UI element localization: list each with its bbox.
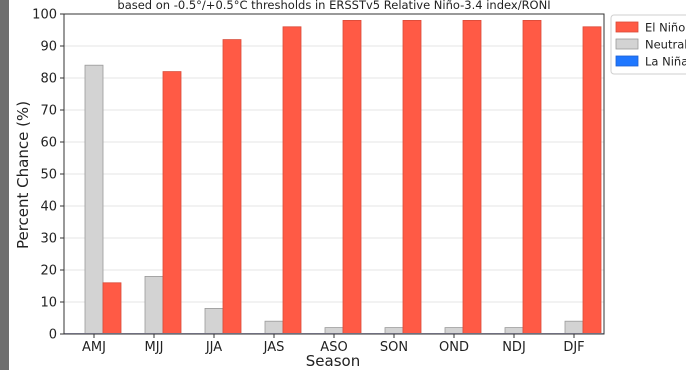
bar-neutral-mjj [144, 275, 164, 335]
bar-el-ni-o-aso [342, 19, 362, 335]
bar-el-ni-o-ond [462, 19, 482, 335]
x-tick-label: JAS [263, 340, 285, 355]
y-tick-label: 30 [40, 232, 57, 247]
y-tick-label: 40 [40, 200, 57, 215]
legend-label: La Niña [645, 55, 686, 69]
legend: El Niño Neutral La Niña [610, 14, 686, 75]
y-tick-label: 80 [40, 72, 57, 87]
bar-el-ni-o-jas [282, 26, 302, 335]
y-tick-label: 10 [40, 296, 57, 311]
grid-layer [64, 45, 604, 303]
bar-el-ni-o-djf [582, 26, 602, 335]
legend-swatch [615, 21, 639, 33]
bar-el-ni-o-son [402, 19, 422, 335]
bar-neutral-djf [564, 320, 584, 335]
legend-label: Neutral [645, 38, 686, 52]
x-axis-label: Season [306, 352, 360, 370]
y-tick-label: 90 [40, 40, 57, 55]
legend-swatch [615, 55, 639, 67]
bar-neutral-jas [264, 320, 284, 335]
y-tick-label: 50 [40, 168, 57, 183]
y-tick-label: 20 [40, 264, 57, 279]
legend-label: El Niño [645, 21, 685, 35]
bar-el-ni-o-ndj [522, 19, 542, 335]
bar-el-ni-o-amj [102, 282, 122, 335]
window-edge [0, 0, 9, 370]
y-tick-label: 100 [32, 8, 57, 23]
bar-neutral-jja [204, 307, 224, 335]
x-tick-label: ASO [320, 340, 347, 355]
y-axis-label: Percent Chance (%) [14, 101, 32, 249]
axis-layer: 0 10 20 30 40 50 60 70 80 90 100 AMJ MJJ JJA JAS ASO SON… [32, 8, 605, 355]
legend-swatch [615, 38, 639, 50]
bar-el-ni-o-mjj [162, 71, 182, 335]
x-tick-label: SON [380, 340, 408, 355]
y-tick-label: 0 [49, 328, 57, 343]
bar-el-ni-o-jja [222, 39, 242, 335]
x-tick-label: MJJ [145, 340, 164, 355]
y-tick-label: 70 [40, 104, 57, 119]
x-tick-label: JJA [205, 340, 222, 355]
x-tick-label: DJF [563, 340, 584, 355]
plot-frame [63, 13, 605, 335]
bar-layer [64, 19, 604, 335]
x-tick-label: OND [439, 340, 469, 355]
bar-neutral-amj [84, 64, 104, 335]
chart-title: based on -0.5°/+0.5°C thresholds in ERSS… [117, 0, 550, 12]
y-tick-label: 60 [40, 136, 57, 151]
x-tick-label: AMJ [82, 340, 106, 355]
x-tick-label: NDJ [502, 340, 526, 355]
